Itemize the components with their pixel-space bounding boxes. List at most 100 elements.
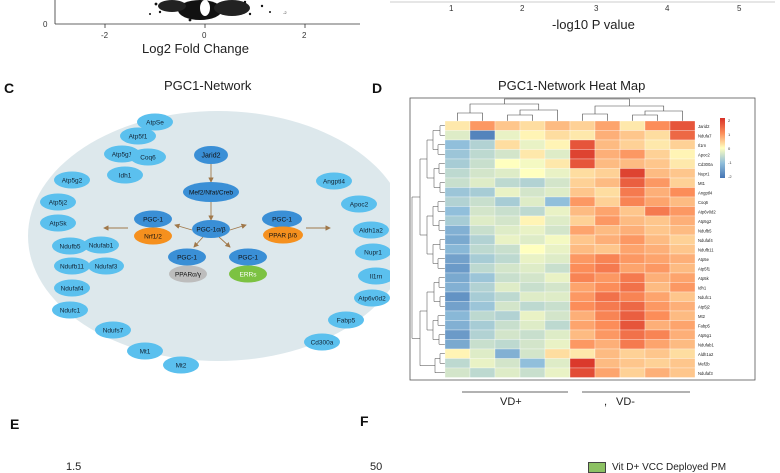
panel-letter-c: C (4, 80, 15, 96)
heatmap-cell (569, 348, 596, 359)
heatmap-cell (444, 329, 471, 340)
heatmap-cell (544, 282, 571, 293)
gene-label: Fabp5 (337, 318, 356, 325)
heatmap-cell (594, 263, 621, 274)
heatmap-cell (619, 139, 646, 150)
heatmap-cell (494, 244, 521, 255)
heatmap-cell (494, 158, 521, 169)
gene-label: Cd300a (311, 340, 334, 347)
bar-x-label: -log10 P value (552, 17, 635, 32)
heatmap-cell (594, 320, 621, 331)
dendrogram-branch (457, 112, 483, 121)
heatmap-cell (444, 339, 471, 350)
heatmap-row-label: Mef2b (698, 361, 710, 366)
heatmap-cell (544, 272, 571, 283)
dendrogram-branch (594, 105, 665, 114)
legend-gradient-bar (720, 118, 725, 178)
dendrogram-branch (437, 201, 445, 212)
heatmap-cell (444, 130, 471, 141)
heatmap-cell (544, 206, 571, 217)
gene-label: Mt2 (176, 363, 187, 370)
ppar-beta-delta-node-label: PPAR β/δ (269, 233, 298, 240)
heatmap-cell (569, 149, 596, 160)
heatmap-cell (444, 206, 471, 217)
pathway-arrow (193, 236, 204, 248)
heatmap-cell (444, 234, 471, 245)
heatmap-cell (469, 272, 496, 283)
heatmap-cell (644, 206, 671, 217)
dendrogram-branch (507, 114, 533, 121)
heatmap-cell (644, 253, 671, 264)
heatmap-cell (469, 310, 496, 321)
heatmap-row-label: Cd300a (698, 162, 713, 167)
heatmap-cell (569, 367, 596, 378)
heatmap-cell (569, 291, 596, 302)
heatmap-row-label: Coq6 (698, 200, 709, 205)
heatmap-cell (519, 177, 546, 188)
heatmap-cell (644, 196, 671, 207)
heatmap-cell (494, 291, 521, 302)
heatmap-cell (494, 263, 521, 274)
heatmap-figure: Jarid2 Ndufa7 Il1rn Apoc2 Cd300a Nupr1 Mt1 Angp… (409, 97, 756, 408)
heatmap-cell (569, 253, 596, 264)
heatmap-cell (619, 120, 646, 131)
heatmap-cell (569, 168, 596, 179)
heatmap-cell (619, 130, 646, 141)
dendrogram-branch (438, 277, 445, 288)
gene-node: AtpSe (137, 113, 173, 131)
heatmap-row-label: Atp5g1 (698, 333, 712, 338)
heatmap-cell (594, 139, 621, 150)
heatmap-cell (594, 158, 621, 169)
dendrogram-branch (519, 109, 558, 121)
heatmap-cell (619, 358, 646, 369)
heatmap-cell (519, 168, 546, 179)
heatmap-cell (669, 187, 696, 198)
heatmap-cell (569, 272, 596, 283)
heatmap-cell (619, 196, 646, 207)
heatmap-cell (669, 244, 696, 255)
heatmap-row-label: Atp5g2 (698, 219, 712, 224)
dendrogram-branch (426, 215, 433, 255)
legend-tick: 1 (728, 132, 731, 137)
heatmap-cell (469, 263, 496, 274)
heatmap-cell (669, 367, 696, 378)
heatmap-row-label: Jarid2 (698, 124, 710, 129)
gene-label: AtpSk (49, 221, 67, 228)
dendrogram-branch (439, 125, 445, 136)
heatmap-cell (669, 301, 696, 312)
heatmap-cell (644, 310, 671, 321)
bottom-left-tick: 1.5 (66, 461, 82, 473)
dendrogram-branch (439, 353, 445, 364)
heatmap-cell (444, 358, 471, 369)
heatmap-cell (494, 196, 521, 207)
heatmap-cell (594, 244, 621, 255)
heatmap-cell (519, 358, 546, 369)
heatmap-cell (569, 139, 596, 150)
heatmap-cell (569, 282, 596, 293)
heatmap-cell (619, 367, 646, 378)
legend-tick: 2 (728, 118, 731, 123)
outer-gene-nodes: AtpSe Atp5f1 Atp5g1 Coq6 Idh1 Atp5g2 Atp5j2 Atp… (40, 113, 390, 374)
gene-label: Idh1 (119, 173, 132, 180)
heatmap-cell (444, 149, 471, 160)
heatmap-cell (669, 206, 696, 217)
heatmap-cell (494, 130, 521, 141)
heatmap-cell (519, 120, 546, 131)
row-dendrogram (411, 125, 445, 373)
heatmap-cell (469, 339, 496, 350)
heatmap-cell (569, 177, 596, 188)
heatmap-row-label: Ndufb5 (698, 228, 712, 233)
heatmap-cell (544, 301, 571, 312)
heatmap-cell (469, 329, 496, 340)
heatmap-cell (644, 348, 671, 359)
heatmap-cell (519, 149, 546, 160)
heatmap-cell (619, 187, 646, 198)
heatmap-cell (494, 120, 521, 131)
heatmap-cell (644, 320, 671, 331)
heatmap-cell (469, 358, 496, 369)
heatmap-cell (619, 339, 646, 350)
gene-label: Ndufab1 (89, 243, 114, 250)
heatmap-cell (644, 177, 671, 188)
heatmap-cell (569, 329, 596, 340)
gene-node: Atp5g2 (54, 171, 90, 189)
